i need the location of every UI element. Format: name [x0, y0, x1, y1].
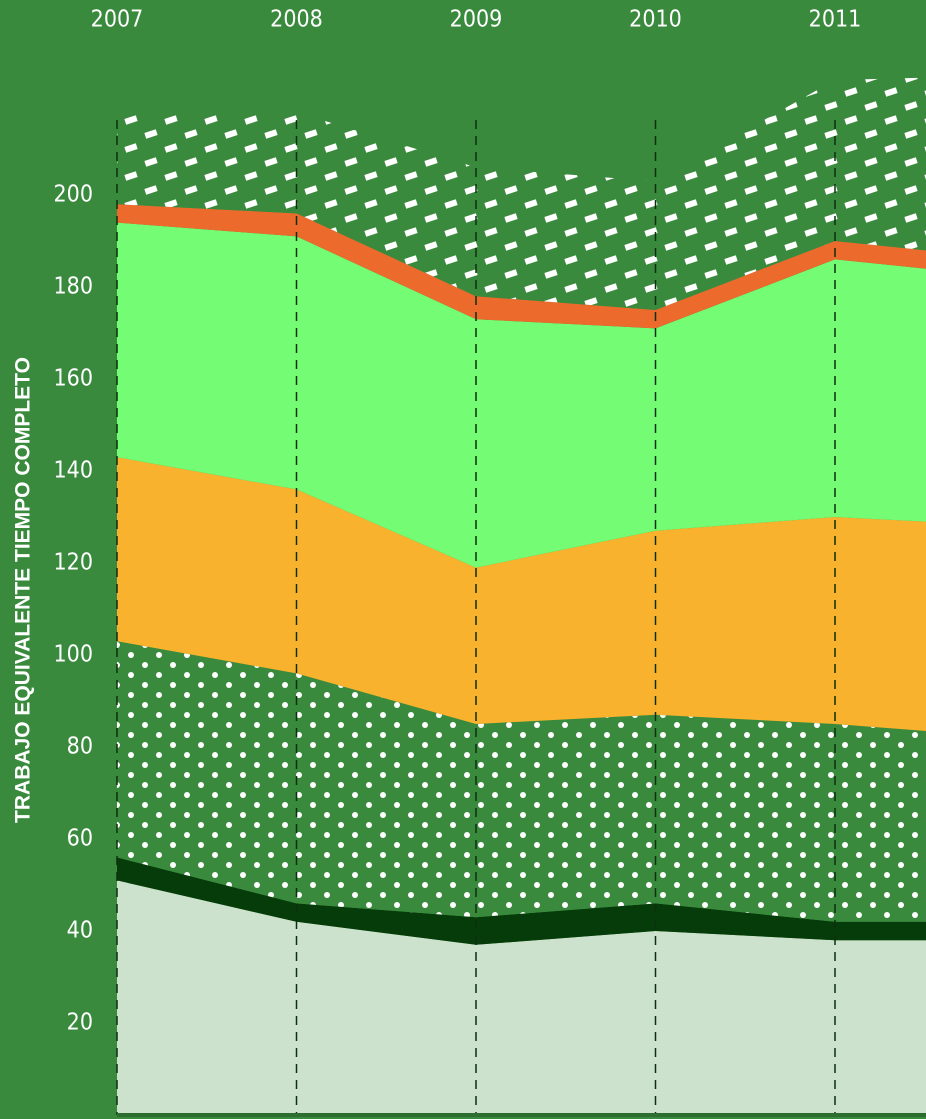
- y-axis-label: TRABAJO EQUIVALENTE TIEMPO COMPLETO: [12, 357, 35, 823]
- area-series-1: [117, 880, 926, 1115]
- area-series-5: [117, 222, 926, 568]
- y-tick-100: 100: [54, 642, 94, 668]
- y-tick-140: 140: [54, 458, 94, 484]
- x-tick-2009: 2009: [450, 7, 503, 33]
- y-tick-60: 60: [67, 826, 93, 852]
- x-tick-2007: 2007: [91, 7, 144, 33]
- y-tick-120: 120: [54, 550, 94, 576]
- x-tick-2008: 2008: [270, 7, 323, 33]
- y-tick-80: 80: [67, 734, 93, 760]
- y-tick-200: 200: [54, 182, 94, 208]
- y-tick-20: 20: [67, 1010, 93, 1036]
- area-series-7: [117, 77, 926, 310]
- x-tick-2011: 2011: [809, 7, 862, 33]
- area-series-4: [117, 457, 926, 731]
- area-series-2: [117, 857, 926, 945]
- y-tick-40: 40: [67, 918, 93, 944]
- y-axis-ticks: 20 40 60 80 100 120 140 160 180 200: [54, 182, 94, 1036]
- y-tick-180: 180: [54, 274, 94, 300]
- area-layers: [117, 77, 926, 1115]
- x-tick-2010: 2010: [629, 7, 682, 33]
- y-tick-160: 160: [54, 366, 94, 392]
- area-series-3: [117, 641, 926, 922]
- area-series-6: [117, 204, 926, 329]
- vertical-gridlines: [116, 120, 836, 1115]
- x-axis-ticks: 2007 2008 2009 2010 2011: [91, 7, 862, 33]
